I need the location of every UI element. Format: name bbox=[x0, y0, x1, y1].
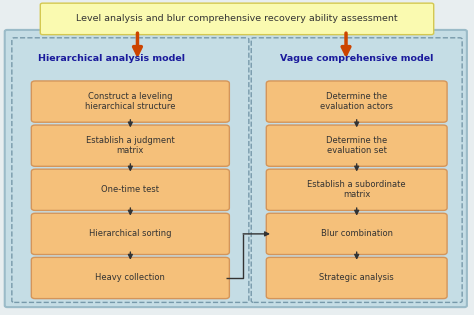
FancyBboxPatch shape bbox=[40, 3, 434, 35]
Text: Strategic analysis: Strategic analysis bbox=[319, 273, 394, 283]
FancyBboxPatch shape bbox=[266, 125, 447, 166]
FancyBboxPatch shape bbox=[31, 257, 229, 299]
FancyBboxPatch shape bbox=[266, 213, 447, 255]
FancyBboxPatch shape bbox=[31, 81, 229, 122]
FancyBboxPatch shape bbox=[31, 125, 229, 166]
Text: Establish a subordinate
matrix: Establish a subordinate matrix bbox=[307, 180, 406, 199]
Text: Hierarchical analysis model: Hierarchical analysis model bbox=[38, 54, 185, 63]
FancyBboxPatch shape bbox=[5, 30, 467, 307]
Text: Determine the
evaluation actors: Determine the evaluation actors bbox=[320, 92, 393, 111]
Text: Establish a judgment
matrix: Establish a judgment matrix bbox=[86, 136, 175, 155]
Text: Hierarchical sorting: Hierarchical sorting bbox=[89, 229, 172, 238]
Text: Vague comprehensive model: Vague comprehensive model bbox=[280, 54, 433, 63]
Text: Blur combination: Blur combination bbox=[321, 229, 392, 238]
FancyBboxPatch shape bbox=[266, 257, 447, 299]
Text: Level analysis and blur comprehensive recovery ability assessment: Level analysis and blur comprehensive re… bbox=[76, 14, 398, 23]
Text: One-time test: One-time test bbox=[101, 185, 159, 194]
Text: Construct a leveling
hierarchical structure: Construct a leveling hierarchical struct… bbox=[85, 92, 175, 111]
Text: Heavy collection: Heavy collection bbox=[95, 273, 165, 283]
FancyBboxPatch shape bbox=[266, 81, 447, 122]
Text: Determine the
evaluation set: Determine the evaluation set bbox=[326, 136, 387, 155]
FancyBboxPatch shape bbox=[31, 169, 229, 210]
FancyBboxPatch shape bbox=[31, 213, 229, 255]
FancyBboxPatch shape bbox=[266, 169, 447, 210]
